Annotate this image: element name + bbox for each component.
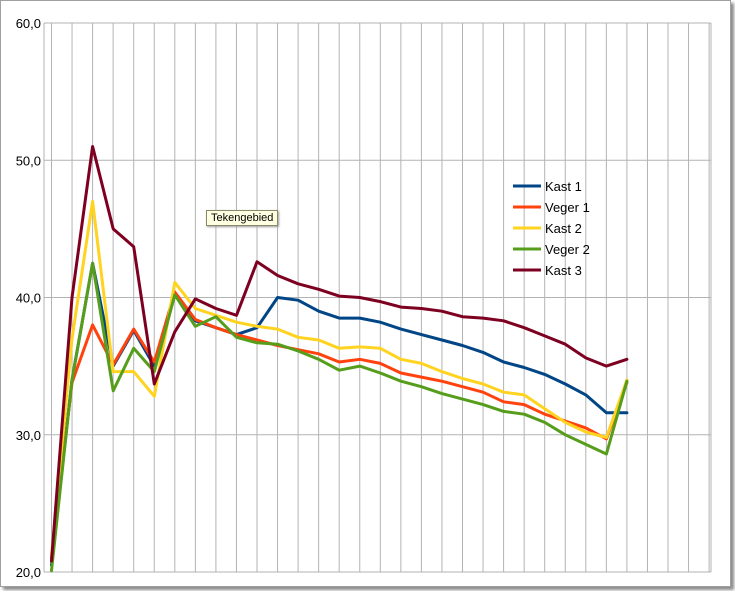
y-tick-label: 60,0 <box>16 16 41 31</box>
legend-label: Kast 2 <box>545 221 582 236</box>
legend: Kast 1 Veger 1 Kast 2 Veger 2 Kast 3 <box>513 179 590 278</box>
y-axis-labels: 20,0 30,0 40,0 50,0 60,0 <box>16 16 41 580</box>
plot-area-tooltip: Tekengebied <box>206 210 279 226</box>
series-line-veger-1 <box>50 290 629 560</box>
series-line-kast-1 <box>50 261 629 567</box>
legend-label: Veger 1 <box>545 200 590 215</box>
legend-label: Kast 1 <box>545 179 582 194</box>
legend-label: Kast 3 <box>545 263 582 278</box>
y-tick-label: 30,0 <box>16 428 41 443</box>
legend-label: Veger 2 <box>545 242 590 257</box>
series-line-kast-3 <box>50 145 629 563</box>
series-line-kast-2 <box>50 199 629 557</box>
horizontal-gridlines <box>44 22 711 573</box>
y-tick-label: 50,0 <box>16 153 41 168</box>
series-lines <box>50 145 629 573</box>
series-line-veger-2 <box>50 261 629 573</box>
y-tick-label: 40,0 <box>16 291 41 306</box>
y-tick-label: 20,0 <box>16 565 41 580</box>
